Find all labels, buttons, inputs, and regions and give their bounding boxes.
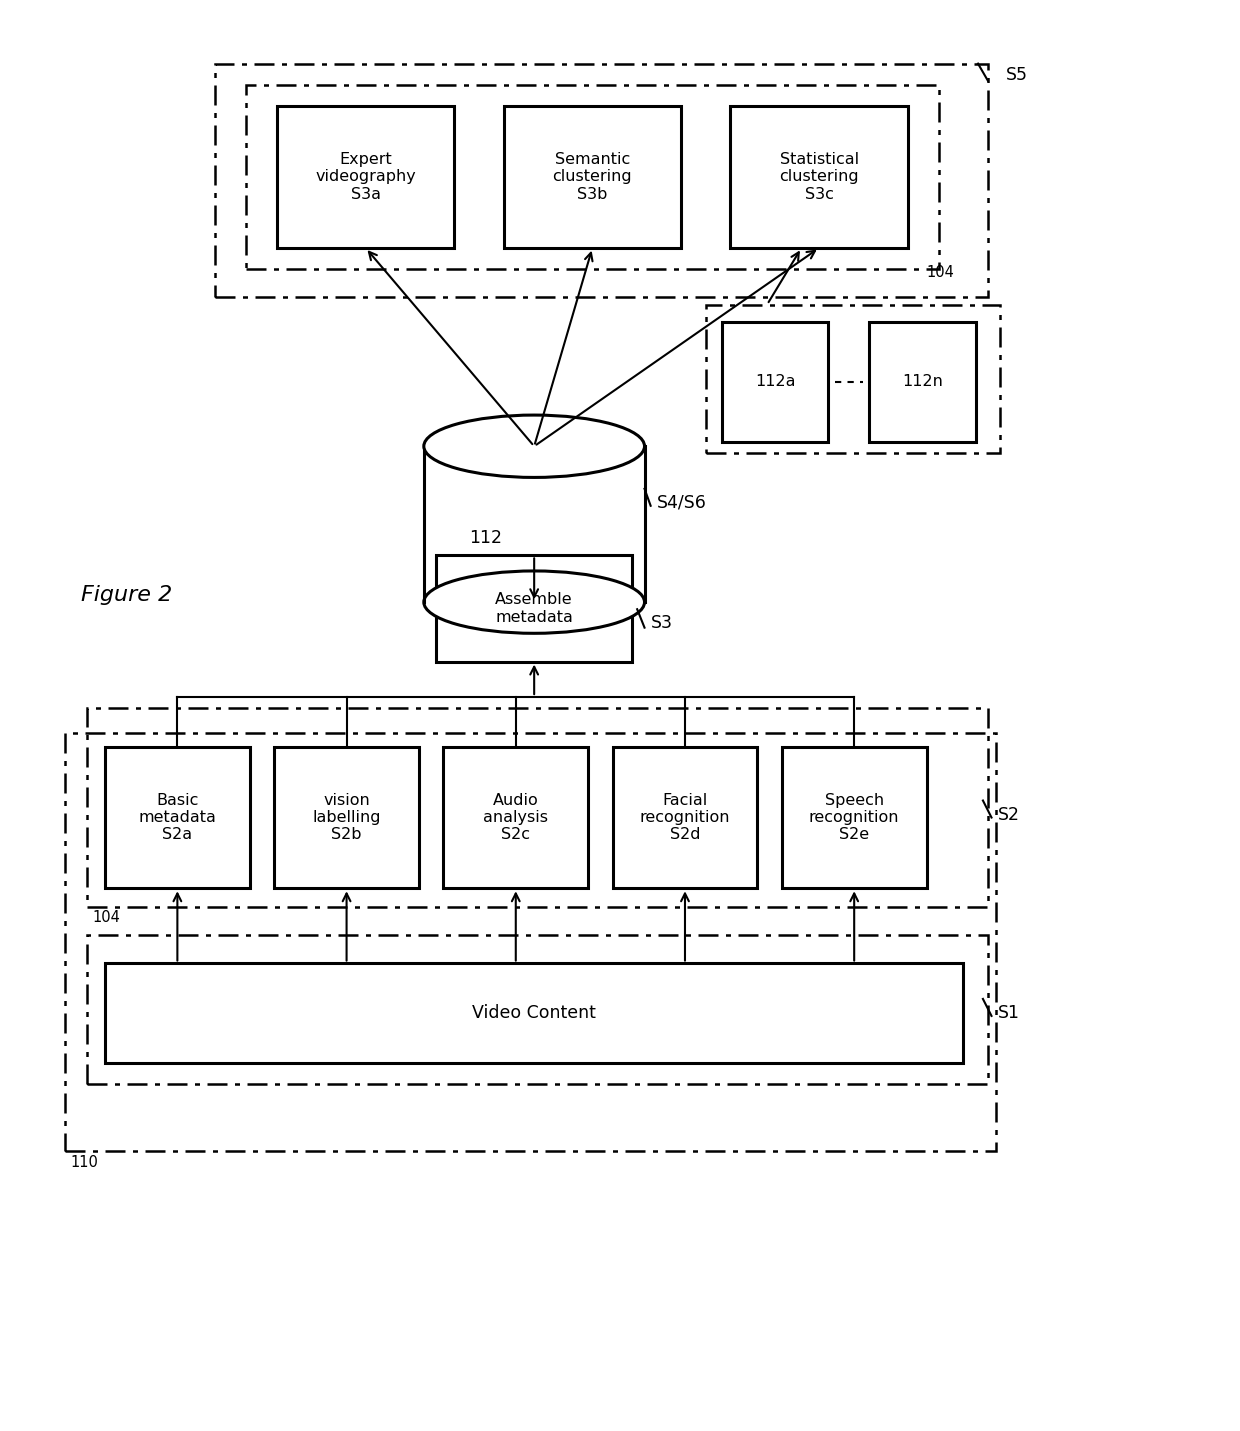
Polygon shape	[424, 446, 645, 602]
Text: Audio
analysis
S2c: Audio analysis S2c	[484, 793, 548, 843]
Text: Statistical
clustering
S3c: Statistical clustering S3c	[780, 152, 859, 202]
Text: 112n: 112n	[901, 375, 942, 389]
Text: Semantic
clustering
S3b: Semantic clustering S3b	[553, 152, 632, 202]
Text: S5: S5	[1006, 66, 1028, 84]
FancyBboxPatch shape	[436, 555, 632, 661]
Text: Figure 2: Figure 2	[81, 585, 172, 605]
Text: 104: 104	[93, 910, 120, 924]
FancyBboxPatch shape	[782, 747, 926, 889]
FancyBboxPatch shape	[274, 747, 419, 889]
Text: vision
labelling
S2b: vision labelling S2b	[312, 793, 381, 843]
Text: Speech
recognition
S2e: Speech recognition S2e	[808, 793, 899, 843]
FancyBboxPatch shape	[444, 747, 588, 889]
Text: S2: S2	[998, 806, 1019, 824]
Text: Assemble
metadata: Assemble metadata	[495, 592, 573, 625]
Text: 110: 110	[71, 1155, 98, 1169]
Text: Expert
videography
S3a: Expert videography S3a	[315, 152, 415, 202]
Text: Video Content: Video Content	[472, 1005, 596, 1022]
FancyBboxPatch shape	[613, 747, 758, 889]
Text: 104: 104	[926, 265, 955, 280]
FancyBboxPatch shape	[277, 106, 455, 248]
Text: 112: 112	[469, 529, 502, 548]
Ellipse shape	[424, 571, 645, 634]
FancyBboxPatch shape	[722, 322, 828, 442]
FancyBboxPatch shape	[105, 963, 963, 1063]
FancyBboxPatch shape	[105, 747, 249, 889]
Text: S4/S6: S4/S6	[657, 494, 707, 512]
FancyBboxPatch shape	[730, 106, 908, 248]
Text: S1: S1	[998, 1005, 1019, 1022]
FancyBboxPatch shape	[869, 322, 976, 442]
Text: S3: S3	[651, 614, 672, 633]
Text: 112a: 112a	[755, 375, 795, 389]
Ellipse shape	[424, 415, 645, 478]
Text: Facial
recognition
S2d: Facial recognition S2d	[640, 793, 730, 843]
Text: Basic
metadata
S2a: Basic metadata S2a	[139, 793, 216, 843]
FancyBboxPatch shape	[503, 106, 681, 248]
